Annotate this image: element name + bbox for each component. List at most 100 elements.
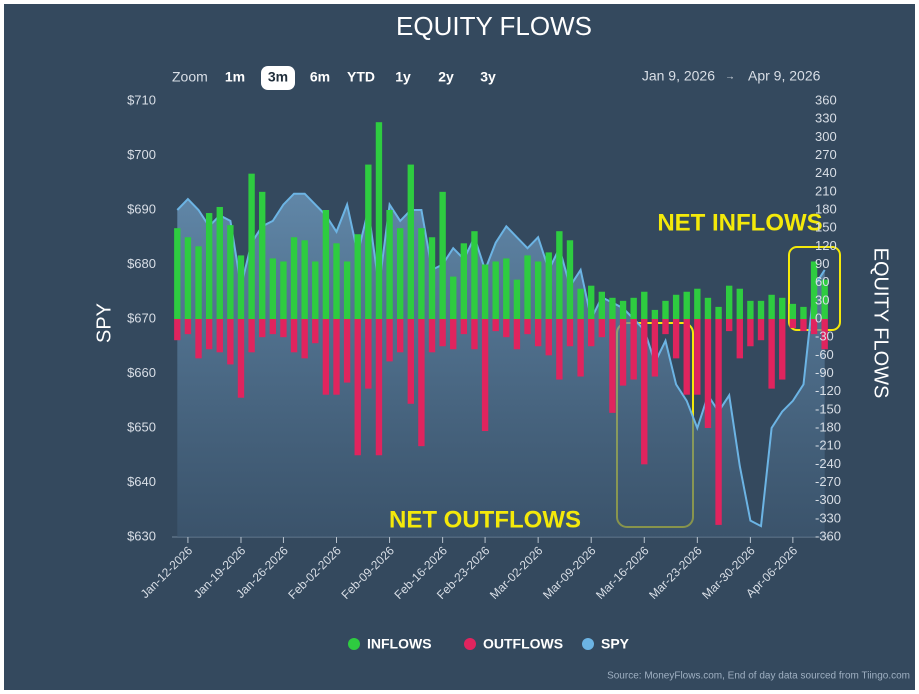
flow-bar [779, 297, 786, 319]
flow-bar [683, 291, 690, 319]
y2-tick-label: -30 [815, 329, 834, 344]
legend-swatch [464, 638, 476, 650]
flow-bar [683, 319, 690, 395]
flow-bar [386, 210, 393, 319]
y2-tick-label: -210 [815, 438, 841, 453]
flow-bar [757, 300, 765, 319]
flow-bar [598, 291, 606, 319]
flow-bar [227, 319, 234, 365]
flow-bar [227, 225, 234, 319]
flow-bar [439, 191, 446, 319]
legend-label: OUTFLOWS [483, 636, 563, 652]
flow-bar [481, 264, 489, 319]
flow-bar [280, 319, 287, 338]
flow-bar [386, 319, 393, 362]
flow-bar [407, 164, 414, 319]
flow-bar [248, 319, 255, 353]
y-tick-label: $690 [127, 201, 156, 216]
zoom-button[interactable]: 2y [438, 69, 454, 85]
flow-bar [333, 243, 340, 319]
flow-bar [418, 228, 425, 319]
zoom-button[interactable]: 3y [480, 69, 496, 85]
flow-bar [545, 252, 552, 319]
flow-bar [280, 261, 287, 319]
flow-bar [630, 297, 637, 319]
zoom-button[interactable]: YTD [347, 69, 375, 85]
flow-bar [354, 234, 361, 319]
y2-tick-label: -270 [815, 474, 841, 489]
flow-bar [513, 319, 521, 350]
flow-bar [195, 246, 202, 319]
flow-bar [174, 228, 181, 319]
y2-tick-label: 180 [815, 201, 837, 216]
y2-tick-label: -360 [815, 528, 841, 543]
y2-tick-label: 270 [815, 147, 837, 162]
flow-bar [492, 261, 499, 319]
legend-item[interactable]: INFLOWS [348, 636, 432, 652]
flow-bar [396, 319, 404, 353]
annotation: NET INFLOWS [657, 209, 822, 236]
zoom-label: Zoom [172, 69, 208, 85]
flow-bar [205, 319, 213, 350]
flow-bar [662, 319, 669, 335]
zoom-button[interactable]: 1y [395, 69, 411, 85]
flow-bar [290, 237, 298, 319]
flow-bar [407, 319, 414, 404]
flow-bar [651, 319, 659, 377]
flow-bar [237, 255, 245, 319]
flow-bar [800, 306, 807, 319]
flow-bar [609, 297, 616, 319]
flow-bar [747, 300, 754, 319]
range-end[interactable]: Apr 9, 2026 [748, 68, 821, 84]
flow-bar [577, 288, 584, 319]
y-tick-label: $700 [127, 147, 156, 162]
flow-bar [577, 319, 584, 377]
flow-bar [556, 231, 563, 319]
zoom-button[interactable]: 1m [225, 69, 245, 85]
flow-bar [619, 300, 627, 319]
flow-bar [672, 319, 680, 359]
legend-item[interactable]: SPY [582, 636, 630, 652]
flow-bar [524, 255, 531, 319]
y2-tick-label: 150 [815, 220, 837, 235]
flow-bar [312, 261, 319, 319]
flow-bar [619, 319, 627, 386]
flow-bar [365, 164, 372, 319]
flow-bar [694, 288, 701, 319]
flow-bar [375, 319, 383, 456]
y2-tick-label: -150 [815, 401, 841, 416]
y-tick-label: $660 [127, 365, 156, 380]
flow-bar [439, 319, 446, 347]
legend-item[interactable]: OUTFLOWS [464, 636, 563, 652]
flow-bar [609, 319, 616, 413]
flow-bar [184, 237, 192, 319]
y2-tick-label: 90 [815, 256, 829, 271]
flow-bar [460, 319, 468, 335]
flow-bar [810, 319, 818, 335]
zoom-button[interactable]: 3m [268, 69, 288, 85]
flow-bar [715, 306, 722, 319]
flow-bar [566, 319, 574, 347]
flow-bar [184, 319, 192, 335]
flow-bar [725, 319, 733, 332]
zoom-button[interactable]: 6m [310, 69, 330, 85]
flow-bar [800, 319, 807, 332]
y2-tick-label: 30 [815, 292, 829, 307]
y2-tick-label: -90 [815, 365, 834, 380]
flow-bar [534, 319, 542, 347]
flow-bar [259, 319, 266, 338]
flow-bar [343, 319, 351, 383]
y2-tick-label: -300 [815, 492, 841, 507]
flow-bar [418, 319, 425, 447]
y2-tick-label: -120 [815, 383, 841, 398]
flow-bar [736, 288, 743, 319]
y2-tick-label: -60 [815, 347, 834, 362]
y2-tick-label: 240 [815, 165, 837, 180]
flow-bar [492, 319, 499, 332]
y2-tick-label: 300 [815, 129, 837, 144]
range-start[interactable]: Jan 9, 2026 [642, 68, 715, 84]
y2-tick-label: -330 [815, 510, 841, 525]
y-tick-label: $650 [127, 419, 156, 434]
y-tick-label: $640 [127, 474, 156, 489]
flow-bar [471, 319, 478, 350]
